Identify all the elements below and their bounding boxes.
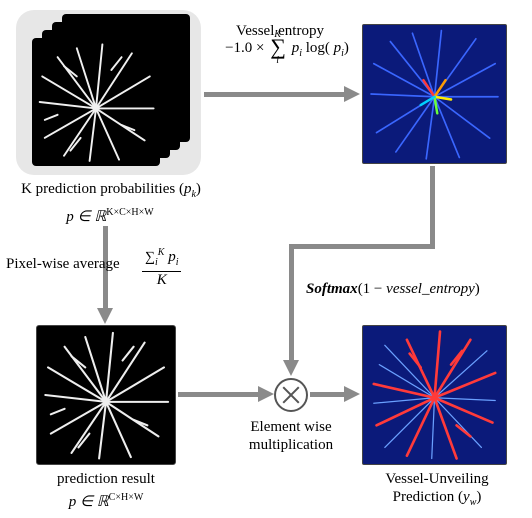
diagram-root: K prediction probabilities (pk) p ∈ ℝK×C… xyxy=(0,0,532,518)
arrow-pred-to-mult xyxy=(178,392,258,397)
pixelwise-avg-label: Pixel-wise average xyxy=(6,255,120,273)
prediction-shape-formula: p ∈ ℝC×H×W xyxy=(44,492,168,511)
final-vessel-icon xyxy=(363,326,506,464)
arrow-stack-to-entropy xyxy=(204,92,344,97)
mult-label-2: multiplication xyxy=(216,436,366,454)
final-caption-1: Vessel-Unveiling xyxy=(362,470,512,488)
prediction-tile xyxy=(36,325,176,465)
arrow-entropy-head xyxy=(283,360,299,376)
stack-card-1 xyxy=(32,38,160,166)
arrow-stack-to-entropy-head xyxy=(344,86,360,102)
entropy-vessel-icon xyxy=(363,25,506,163)
arrow-mult-to-final xyxy=(310,392,344,397)
stack-box xyxy=(16,10,201,175)
vessel-icon xyxy=(32,38,160,166)
prediction-vessel-icon xyxy=(37,326,175,464)
arrow-mult-to-final-head xyxy=(344,386,360,402)
pixelwise-avg-formula: ∑iK pi K xyxy=(142,246,181,287)
arrow-stack-to-pred-head xyxy=(97,308,113,324)
arrow-entropy-down-1 xyxy=(430,166,435,244)
elementwise-mult-icon xyxy=(274,378,308,412)
final-caption-2: Prediction (yw) xyxy=(362,488,512,509)
stack-shape-formula: p ∈ ℝK×C×H×W xyxy=(40,207,180,226)
mult-label-1: Element wise xyxy=(216,418,366,436)
final-tile xyxy=(362,325,507,465)
prediction-caption: prediction result xyxy=(36,470,176,488)
entropy-tile xyxy=(362,24,507,164)
arrow-pred-to-mult-head xyxy=(258,386,274,402)
arrow-entropy-horiz xyxy=(289,244,435,249)
stack-caption: K prediction probabilities (pk) xyxy=(6,180,216,201)
arrow-entropy-down-2 xyxy=(289,244,294,362)
entropy-formula: −1.0 × K ∑ i pi log( pi) xyxy=(217,38,357,59)
softmax-label: Softmax(1 − vessel_entropy) xyxy=(306,280,526,298)
